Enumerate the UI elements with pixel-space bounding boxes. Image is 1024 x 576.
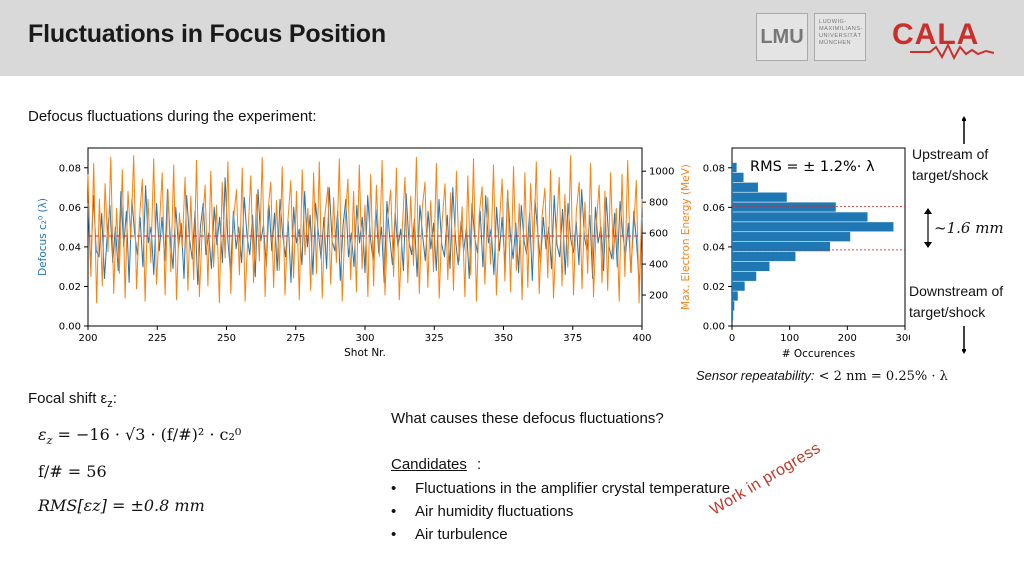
downstream-label: Downstream of target/shock: [909, 283, 1004, 320]
hist-bar: [732, 291, 738, 301]
y-right-tick-label: 400: [649, 260, 668, 271]
arrow-down-icon: [962, 326, 966, 354]
hist-bar: [732, 271, 757, 281]
header-bar: Fluctuations in Focus Position LMU LUDWI…: [0, 0, 1024, 76]
svg-text:CALA: CALA: [892, 18, 979, 51]
y-left-tick-label: 0.04: [59, 242, 81, 253]
x-tick-label: 300: [895, 333, 910, 344]
y-right-tick-label: 600: [649, 229, 668, 240]
x-tick-label: 400: [632, 333, 651, 344]
hist-bar: [732, 301, 735, 311]
x-tick-label: 200: [78, 333, 97, 344]
rms-annotation-bg: [746, 154, 872, 178]
question-text: What causes these defocus fluctuations?: [391, 410, 664, 427]
lmu-logo: LMU: [756, 13, 808, 61]
list-item: • Fluctuations in the amplifier crystal t…: [391, 480, 731, 497]
y-left-tick-label: 0.06: [59, 203, 81, 214]
span-label: ~1.6 mm: [934, 219, 1004, 237]
y-left-tick-label: 0.02: [59, 282, 81, 293]
hist-bar: [732, 192, 787, 202]
hist-bar: [732, 241, 831, 252]
page-title: Fluctuations in Focus Position: [28, 20, 386, 48]
rms-annotation: RMS = ± 1.2%· λ: [750, 159, 875, 175]
x-tick-label: 0: [729, 333, 735, 344]
x-tick-label: 350: [494, 333, 513, 344]
x-tick-label: 275: [286, 333, 305, 344]
focal-shift-title: Focal shift εz:: [28, 390, 117, 410]
x-axis-label: # Occurences: [782, 348, 856, 360]
y-right-axis-label: Max. Electron Energy (MeV): [680, 164, 692, 310]
candidates-colon: :: [477, 456, 482, 473]
x-axis-label: Shot Nr.: [344, 347, 386, 359]
upstream-label: Upstream of target/shock: [912, 146, 989, 183]
hist-bar: [732, 261, 770, 272]
y-right-tick-label: 200: [649, 291, 668, 302]
f-number-equation: f/# = 56: [38, 462, 107, 481]
y-tick-label: 0.02: [703, 282, 725, 293]
x-tick-label: 100: [780, 333, 799, 344]
x-tick-label: 250: [217, 333, 236, 344]
hist-bar: [732, 222, 894, 232]
rms-equation: RMS[εz] = ±0.8 mm: [38, 496, 205, 515]
defocus-series-line: [87, 177, 643, 287]
list-item: • Air turbulence: [391, 526, 508, 543]
cala-logo: CALA: [892, 18, 995, 60]
hist-bar: [732, 182, 758, 192]
x-tick-label: 200: [838, 333, 857, 344]
x-tick-label: 325: [425, 333, 444, 344]
hist-bar: [732, 281, 745, 291]
y-left-tick-label: 0.08: [59, 163, 81, 174]
x-tick-label: 300: [355, 333, 374, 344]
candidates-heading: Candidates: [391, 456, 467, 473]
defocus-line-chart: 200 225 250 275 300 325 350 375 400 0.00 0.02 0.04 0…: [37, 147, 692, 359]
defocus-histogram: 0 100 200 300 0.00 0.02 0.04 0.06 0.08 # Occurenc…: [703, 147, 910, 360]
y-left-axis-label: Defocus c₂⁰ (λ): [37, 198, 49, 276]
y-right-tick-label: 800: [649, 198, 668, 209]
focal-shift-equation: εz = −16 · √3 · (f/#)² · c₂⁰: [38, 425, 242, 448]
x-tick-label: 375: [563, 333, 582, 344]
y-right-tick-label: 1000: [649, 167, 674, 178]
hist-bar: [732, 172, 744, 183]
intro-text: Defocus fluctuations during the experime…: [28, 108, 317, 125]
sensor-repeatability: Sensor repeatability: < 2 nm = 0.25% · λ: [696, 368, 948, 384]
hist-bar: [732, 162, 737, 173]
double-arrow-icon: [924, 208, 932, 248]
candidates-list: • Fluctuations in the amplifier crystal t…: [391, 479, 730, 548]
hist-bar: [732, 212, 868, 222]
hist-bar: [732, 251, 796, 262]
y-tick-label: 0.04: [703, 242, 725, 253]
y-tick-label: 0.06: [703, 203, 725, 214]
hist-bar: [732, 311, 734, 321]
y-tick-label: 0.00: [703, 322, 725, 333]
arrow-up-icon: [962, 116, 966, 144]
lmu-wordmark: LUDWIG- MAXIMILIANS- UNIVERSITÄT MÜNCHEN: [814, 13, 866, 61]
x-tick-label: 225: [148, 333, 167, 344]
plot-frame: [87, 147, 643, 327]
hist-bar: [732, 232, 851, 242]
energy-series-line: [87, 155, 643, 304]
y-left-tick-label: 0.00: [59, 322, 81, 333]
y-tick-label: 0.08: [703, 163, 725, 174]
list-item: • Air humidity fluctuations: [391, 503, 574, 520]
hist-bar: [732, 202, 836, 212]
